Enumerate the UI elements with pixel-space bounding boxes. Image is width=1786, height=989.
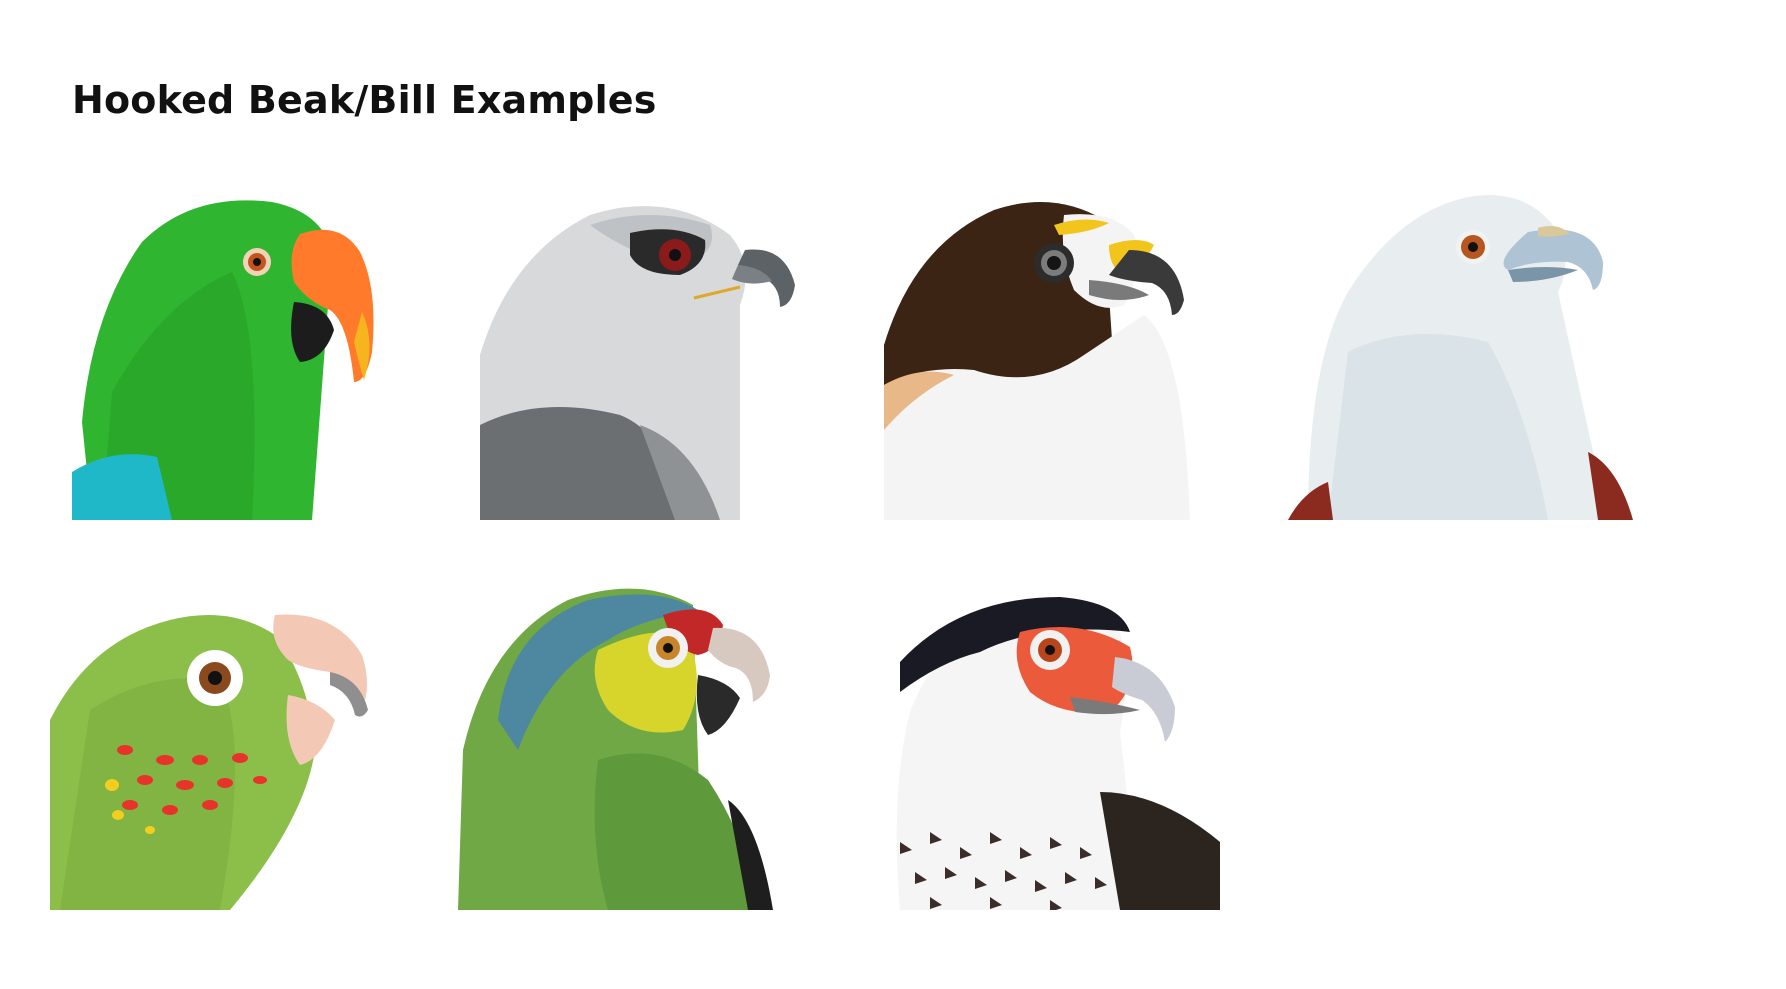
bird-illustration-green-scaly-parrot [50, 600, 375, 910]
parrot-head-icon [50, 614, 368, 910]
bird-illustration-amazon-parrot [458, 580, 798, 910]
hawk-head-icon [884, 202, 1190, 520]
caracara-head-icon [896, 597, 1220, 910]
bird-illustration-green-parrot [72, 192, 382, 520]
kite-head-icon [1288, 195, 1633, 520]
page-title: Hooked Beak/Bill Examples [72, 78, 657, 122]
parrot-head-icon [458, 588, 773, 910]
kite-head-icon [480, 206, 795, 520]
parrot-head-icon [72, 200, 374, 520]
bird-illustration-grey-kite [480, 195, 800, 520]
bird-illustration-brown-white-hawk [884, 195, 1190, 520]
bird-illustration-caracara [880, 592, 1220, 910]
bird-illustration-white-kite [1288, 192, 1643, 520]
